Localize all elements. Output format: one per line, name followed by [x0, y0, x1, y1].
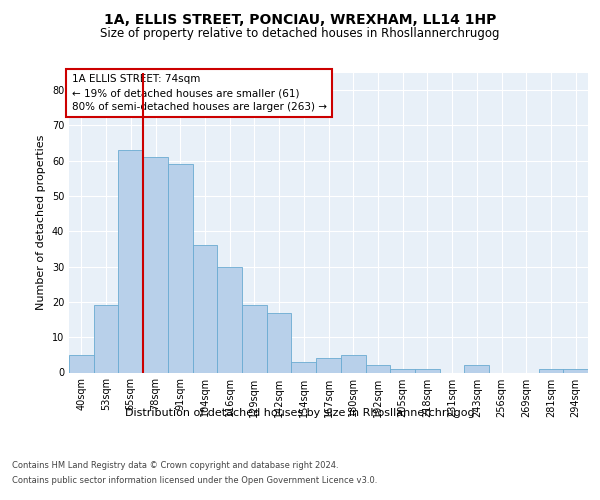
Text: 1A ELLIS STREET: 74sqm
← 19% of detached houses are smaller (61)
80% of semi-det: 1A ELLIS STREET: 74sqm ← 19% of detached…	[71, 74, 326, 112]
Text: Contains public sector information licensed under the Open Government Licence v3: Contains public sector information licen…	[12, 476, 377, 485]
Bar	[341, 355, 365, 372]
Bar	[316, 358, 341, 372]
Bar	[563, 369, 588, 372]
Bar	[415, 369, 440, 372]
Text: Size of property relative to detached houses in Rhosllannerchrugog: Size of property relative to detached ho…	[100, 28, 500, 40]
Text: Contains HM Land Registry data © Crown copyright and database right 2024.: Contains HM Land Registry data © Crown c…	[12, 461, 338, 470]
Text: 1A, ELLIS STREET, PONCIAU, WREXHAM, LL14 1HP: 1A, ELLIS STREET, PONCIAU, WREXHAM, LL14…	[104, 12, 496, 26]
Bar	[193, 246, 217, 372]
Bar	[292, 362, 316, 372]
Bar	[143, 157, 168, 372]
Bar	[69, 355, 94, 372]
Bar	[242, 306, 267, 372]
Bar	[94, 306, 118, 372]
Bar	[365, 366, 390, 372]
Y-axis label: Number of detached properties: Number of detached properties	[36, 135, 46, 310]
Bar	[464, 366, 489, 372]
Bar	[267, 312, 292, 372]
Bar	[168, 164, 193, 372]
Bar	[118, 150, 143, 372]
Bar	[539, 369, 563, 372]
Bar	[390, 369, 415, 372]
Bar	[217, 266, 242, 372]
Text: Distribution of detached houses by size in Rhosllannerchrugog: Distribution of detached houses by size …	[125, 408, 475, 418]
